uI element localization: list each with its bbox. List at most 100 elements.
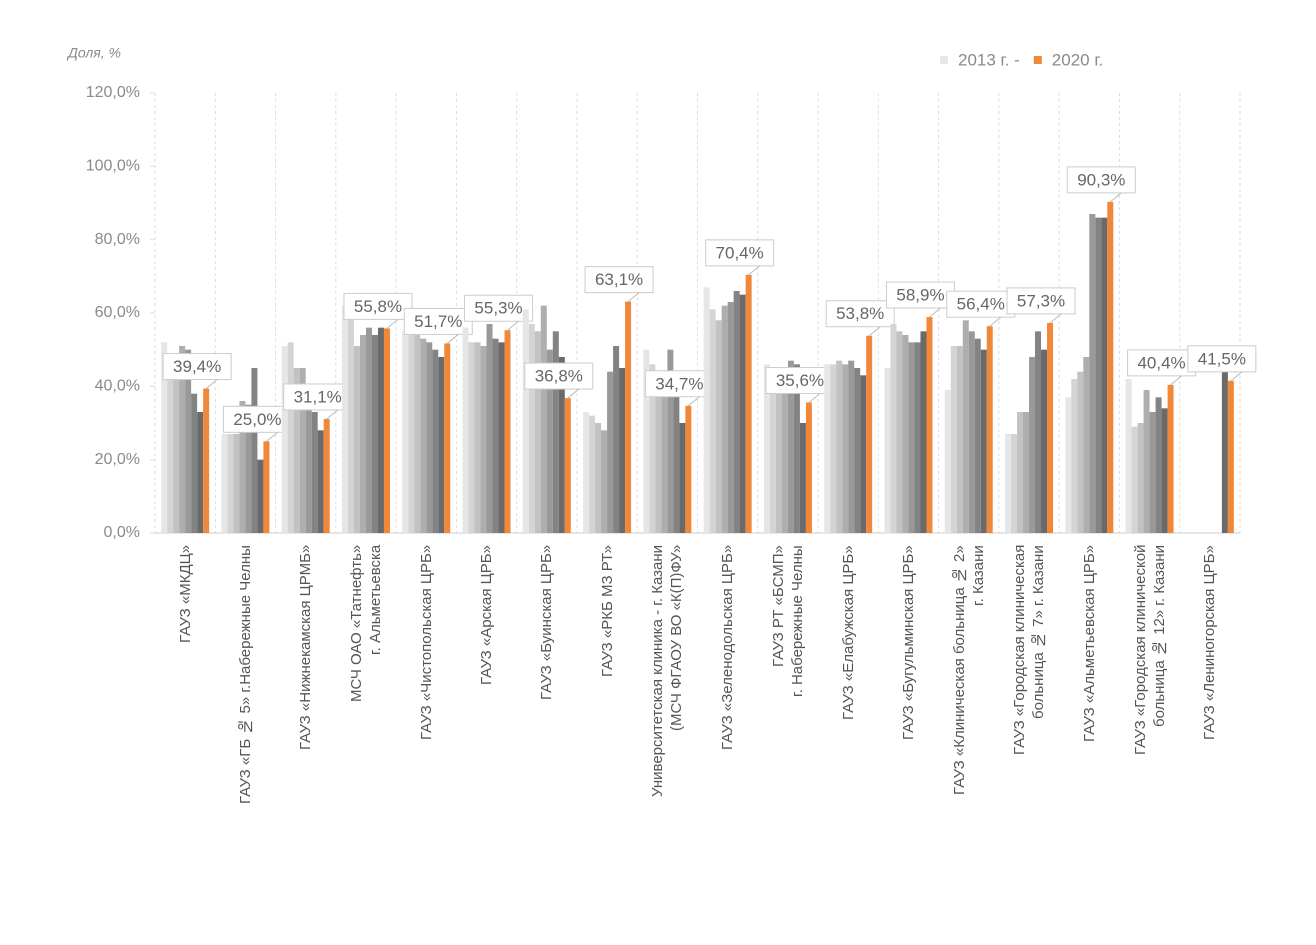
bar bbox=[830, 364, 837, 533]
bar bbox=[721, 305, 728, 533]
bar bbox=[305, 393, 312, 533]
bar bbox=[474, 342, 481, 533]
bar bbox=[492, 338, 499, 533]
value-label-pointer bbox=[748, 265, 760, 276]
bar bbox=[1089, 214, 1096, 533]
x-tick-label: ГАУЗ «Зеленодольская ЦРБ» bbox=[719, 545, 737, 751]
x-tick-label: ГАУЗ «Лениногорская ЦРБ» bbox=[1201, 545, 1219, 740]
value-label-box bbox=[946, 290, 1016, 318]
x-tick-label: Университетская клиника - г. Казани (МСЧ… bbox=[649, 545, 686, 798]
bar bbox=[781, 368, 788, 533]
bar bbox=[733, 291, 740, 533]
bar bbox=[667, 349, 674, 533]
bar bbox=[420, 338, 427, 533]
bar bbox=[353, 346, 360, 533]
x-tick-label: ГАУЗ «Арская ЦРБ» bbox=[478, 545, 496, 685]
bar bbox=[926, 317, 933, 533]
bar bbox=[191, 393, 198, 533]
bar bbox=[1107, 201, 1114, 533]
bar bbox=[619, 368, 626, 533]
bar bbox=[745, 274, 752, 533]
value-label-pointer bbox=[627, 292, 640, 303]
bar bbox=[896, 331, 903, 533]
bar bbox=[793, 364, 800, 533]
bar bbox=[1221, 349, 1228, 533]
bar bbox=[1125, 379, 1132, 533]
bar bbox=[233, 434, 240, 533]
x-tick-label: ГАУЗ РТ «БСМП» г. Набережные Челны bbox=[769, 545, 806, 697]
bar bbox=[974, 338, 981, 533]
bar bbox=[1071, 379, 1078, 533]
value-label: 90,3% bbox=[1077, 170, 1125, 189]
bar bbox=[558, 357, 565, 533]
value-label: 36,8% bbox=[535, 367, 583, 386]
y-tick-label: 0,0% bbox=[104, 524, 140, 541]
x-tick-label: ГАУЗ «Нижнекамская ЦРМБ» bbox=[297, 545, 315, 751]
bar bbox=[1095, 217, 1102, 533]
bar bbox=[480, 346, 487, 533]
bar bbox=[311, 412, 318, 533]
x-tick-label: ГАУЗ «РКБ МЗ РТ» bbox=[598, 545, 616, 677]
bar bbox=[462, 327, 469, 533]
y-tick-label: 20,0% bbox=[95, 451, 140, 468]
value-label-box bbox=[1066, 166, 1136, 194]
bar bbox=[383, 328, 390, 533]
bar bbox=[914, 342, 921, 533]
bar bbox=[1101, 217, 1108, 533]
value-label: 35,6% bbox=[776, 371, 824, 390]
bar bbox=[179, 346, 186, 533]
bar bbox=[287, 342, 294, 533]
bar bbox=[968, 331, 975, 533]
bar bbox=[1167, 384, 1174, 533]
x-tick-label: ГАУЗ «Чистопольская ЦРБ» bbox=[417, 545, 435, 741]
value-label: 53,8% bbox=[836, 304, 884, 323]
bar bbox=[583, 412, 590, 533]
bar bbox=[444, 343, 451, 533]
bar bbox=[715, 320, 722, 533]
value-label-pointer bbox=[1109, 192, 1122, 203]
legend-swatch bbox=[1033, 56, 1042, 64]
bar bbox=[347, 309, 354, 533]
bar bbox=[317, 430, 324, 533]
bar bbox=[263, 441, 270, 533]
bar bbox=[1077, 371, 1084, 533]
value-label-pointer bbox=[446, 334, 459, 344]
bar bbox=[486, 324, 493, 533]
value-label: 63,1% bbox=[595, 270, 643, 289]
value-label-box bbox=[343, 292, 413, 320]
value-label-box bbox=[464, 294, 534, 322]
value-label: 55,3% bbox=[474, 299, 522, 318]
bar bbox=[769, 379, 776, 533]
bar bbox=[655, 371, 662, 533]
value-label-box bbox=[524, 362, 594, 390]
value-label: 40,4% bbox=[1137, 353, 1185, 372]
bar bbox=[1227, 380, 1234, 533]
bar bbox=[908, 342, 915, 533]
bar bbox=[661, 386, 668, 533]
x-tick-label: ГАУЗ «Буинская ЦРБ» bbox=[538, 545, 556, 701]
bar bbox=[848, 360, 855, 533]
value-label: 56,4% bbox=[957, 295, 1005, 314]
x-tick-label: ГАУЗ «Альметьевская ЦРБ» bbox=[1080, 545, 1098, 743]
bar bbox=[239, 401, 246, 533]
bar bbox=[607, 371, 614, 533]
value-label-pointer bbox=[386, 319, 399, 329]
x-tick-label: ГАУЗ «Городская клиническая больница № 7… bbox=[1011, 545, 1048, 756]
bar bbox=[613, 346, 620, 533]
bar bbox=[703, 287, 710, 533]
bar bbox=[1017, 412, 1024, 533]
bar bbox=[884, 368, 891, 533]
bar bbox=[534, 331, 541, 533]
bar bbox=[1083, 357, 1090, 533]
value-label-box bbox=[403, 307, 473, 335]
value-label: 51,7% bbox=[414, 312, 462, 331]
bar bbox=[432, 349, 439, 533]
bar bbox=[504, 330, 511, 533]
bar bbox=[673, 379, 680, 533]
x-tick-label: ГАУЗ «МКДЦ» bbox=[176, 545, 194, 644]
value-label-box bbox=[1127, 349, 1197, 377]
x-tick-label: ГАУЗ «Елабужская ЦРБ» bbox=[839, 545, 857, 720]
bar bbox=[649, 364, 656, 533]
bar bbox=[787, 360, 794, 533]
